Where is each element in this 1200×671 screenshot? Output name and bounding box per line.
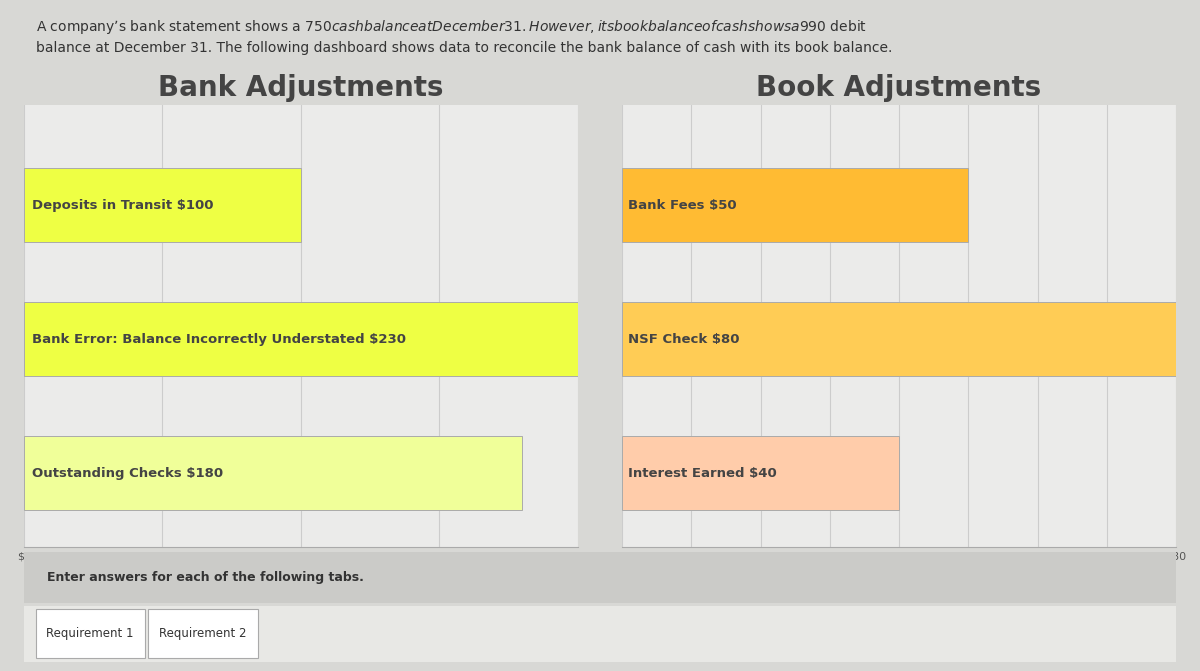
Bar bbox=[24, 437, 522, 510]
Text: Requirement 1: Requirement 1 bbox=[47, 627, 134, 639]
Text: Bank Error: Balance Incorrectly Understated $230: Bank Error: Balance Incorrectly Understa… bbox=[32, 333, 407, 346]
Title: Bank Adjustments: Bank Adjustments bbox=[158, 74, 444, 102]
FancyBboxPatch shape bbox=[24, 606, 1176, 662]
Text: Interest Earned $40: Interest Earned $40 bbox=[628, 467, 776, 480]
Bar bbox=[622, 168, 968, 242]
FancyBboxPatch shape bbox=[36, 609, 145, 658]
Text: Enter answers for each of the following tabs.: Enter answers for each of the following … bbox=[47, 571, 364, 584]
Text: Outstanding Checks $180: Outstanding Checks $180 bbox=[32, 467, 223, 480]
Bar bbox=[24, 303, 661, 376]
FancyBboxPatch shape bbox=[24, 552, 1176, 603]
Text: Bank Fees $50: Bank Fees $50 bbox=[628, 199, 737, 211]
Bar bbox=[622, 303, 1176, 376]
Text: A company’s bank statement shows a $750 cash balance at December 31. However, it: A company’s bank statement shows a $750 … bbox=[36, 18, 892, 56]
Text: Deposits in Transit $100: Deposits in Transit $100 bbox=[32, 199, 214, 211]
FancyBboxPatch shape bbox=[149, 609, 258, 658]
Text: NSF Check $80: NSF Check $80 bbox=[628, 333, 739, 346]
Bar bbox=[622, 437, 899, 510]
Title: Book Adjustments: Book Adjustments bbox=[756, 74, 1042, 102]
Text: Requirement 2: Requirement 2 bbox=[158, 627, 246, 639]
Bar bbox=[24, 168, 301, 242]
